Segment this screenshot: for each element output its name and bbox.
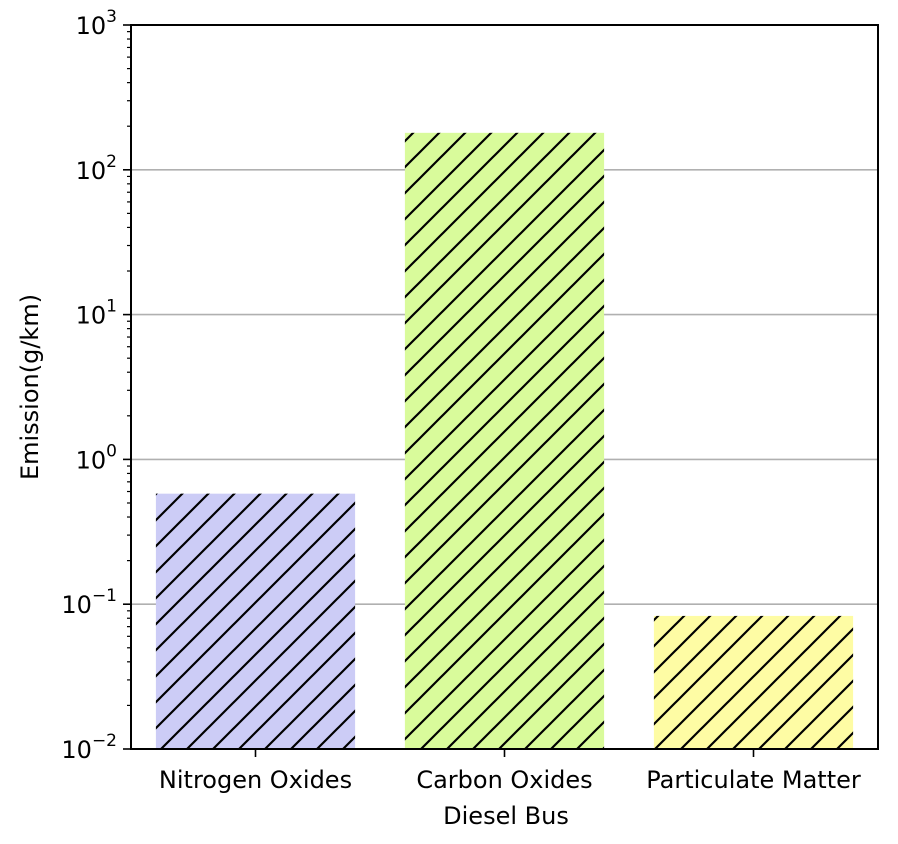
x-axis-ticks: Nitrogen Oxides Carbon Oxides Particulate … bbox=[159, 749, 861, 794]
x-tick-label: Nitrogen Oxides bbox=[159, 766, 352, 794]
bars bbox=[155, 132, 854, 749]
x-tick-label: Particulate Matter bbox=[646, 766, 861, 794]
y-tick-label: 10−1 bbox=[61, 586, 117, 619]
bar-hatch bbox=[653, 615, 854, 749]
y-tick-label: 101 bbox=[76, 297, 117, 330]
y-tick-label: 100 bbox=[76, 441, 117, 474]
bar-hatch bbox=[155, 493, 356, 749]
y-tick-label: 103 bbox=[76, 7, 117, 40]
y-tick-label: 10−2 bbox=[61, 731, 117, 764]
y-axis-ticks: 10−2 10−1 100 101 102 103 bbox=[61, 7, 131, 764]
x-axis-label: Diesel Bus bbox=[443, 802, 569, 830]
bar-hatch bbox=[404, 132, 605, 749]
x-tick-label: Carbon Oxides bbox=[416, 766, 592, 794]
y-tick-label: 102 bbox=[76, 152, 117, 185]
y-axis-label: Emission(g/km) bbox=[16, 294, 44, 480]
